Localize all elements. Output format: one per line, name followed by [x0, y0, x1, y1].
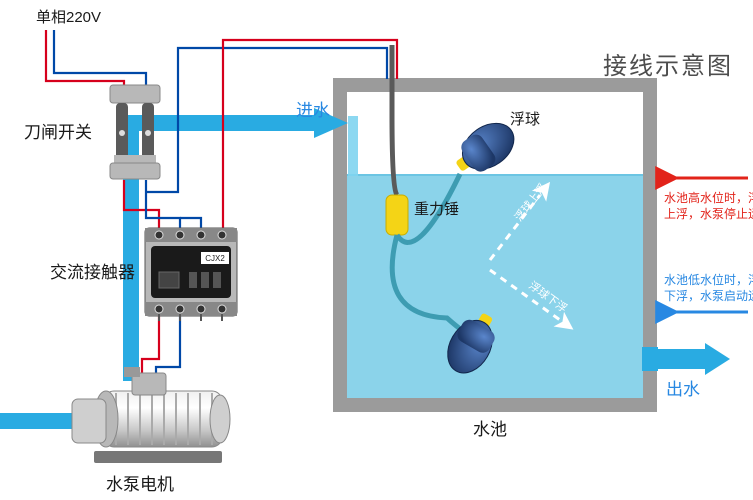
weight-label: 重力锤 [414, 198, 459, 219]
svg-text:浮球下浮: 浮球下浮 [526, 278, 570, 315]
note-high: 水池高水位时，浮球 上浮，水泵停止运行 [664, 190, 753, 222]
svg-text:CJX2: CJX2 [205, 254, 225, 263]
wires [46, 30, 397, 375]
float-label: 浮球 [510, 108, 540, 129]
knife-switch [110, 85, 160, 179]
svg-text:浮球上浮: 浮球上浮 [511, 181, 549, 224]
ac-contactor: CJX2 [145, 228, 237, 321]
knife-switch-label: 刀闸开关 [24, 118, 92, 143]
contactor-label: 交流接触器 [50, 258, 135, 283]
title: 接线示意图 [603, 46, 733, 81]
note-low-line2: 下浮，水泵启动运行 [664, 289, 753, 303]
pump-motor [72, 367, 230, 463]
inlet-label: 进水 [296, 96, 330, 121]
tank-label: 水池 [473, 415, 507, 440]
note-high-line2: 上浮，水泵停止运行 [664, 207, 753, 221]
pump-label: 水泵电机 [106, 470, 174, 495]
note-high-line1: 水池高水位时，浮球 [664, 191, 753, 205]
note-low: 水池低水位时，浮球 下浮，水泵启动运行 [664, 272, 753, 304]
outlet-label: 出水 [666, 375, 700, 400]
note-low-line1: 水池低水位时，浮球 [664, 273, 753, 287]
power-label: 单相220V [36, 6, 101, 27]
